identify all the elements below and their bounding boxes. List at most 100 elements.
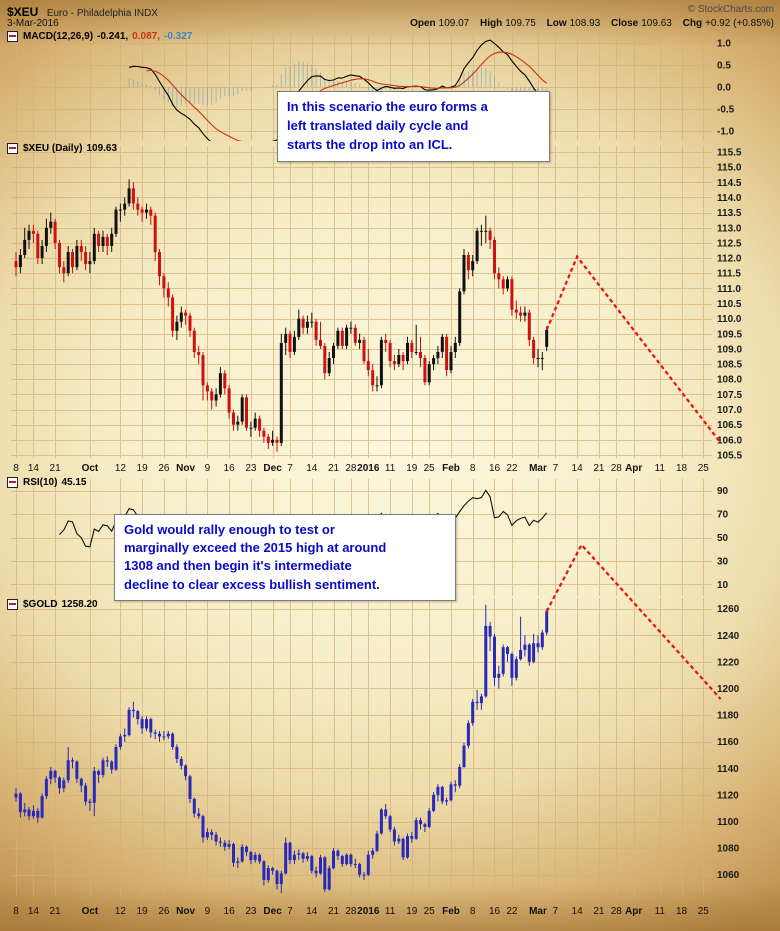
gold-legend: $GOLD 1258.20 xyxy=(7,599,98,610)
svg-text:Apr: Apr xyxy=(625,906,642,917)
xeu-legend-label: $XEU (Daily) xyxy=(23,143,83,154)
svg-text:110.5: 110.5 xyxy=(717,299,742,310)
macd-legend-icon xyxy=(7,31,18,42)
gold-y-axis: 1260 1240 1220 1200 1180 1160 1140 1120 1100 1080… xyxy=(717,604,740,881)
svg-text:113.0: 113.0 xyxy=(717,223,742,234)
xeu-candles xyxy=(14,179,549,452)
svg-text:21: 21 xyxy=(328,463,340,474)
svg-text:18: 18 xyxy=(676,463,688,474)
svg-text:107.5: 107.5 xyxy=(717,390,742,401)
svg-text:22: 22 xyxy=(506,463,518,474)
svg-text:Mar: Mar xyxy=(529,906,547,917)
svg-text:16: 16 xyxy=(224,463,236,474)
svg-text:115.5: 115.5 xyxy=(717,148,742,159)
svg-text:23: 23 xyxy=(245,463,257,474)
svg-text:7: 7 xyxy=(287,906,293,917)
svg-text:22: 22 xyxy=(506,906,518,917)
symbol-name: Euro - Philadelphia INDX xyxy=(46,8,158,19)
svg-text:21: 21 xyxy=(593,906,605,917)
svg-text:11: 11 xyxy=(655,906,666,917)
svg-text:10: 10 xyxy=(717,580,729,591)
svg-text:8: 8 xyxy=(470,906,476,917)
svg-text:2016: 2016 xyxy=(357,463,380,474)
svg-text:109.0: 109.0 xyxy=(717,345,742,356)
macd-title: MACD(12,26,9) xyxy=(23,31,94,42)
svg-text:110.0: 110.0 xyxy=(717,314,742,325)
svg-text:2016: 2016 xyxy=(357,906,380,917)
svg-text:115.0: 115.0 xyxy=(717,163,742,174)
macd-signal-value: 0.087, xyxy=(132,31,160,42)
svg-text:14: 14 xyxy=(28,906,40,917)
svg-text:19: 19 xyxy=(406,463,418,474)
xeu-legend: $XEU (Daily) 109.63 xyxy=(7,143,117,154)
svg-text:18: 18 xyxy=(676,906,688,917)
svg-text:26: 26 xyxy=(158,906,170,917)
svg-text:1060: 1060 xyxy=(717,870,740,881)
svg-text:7: 7 xyxy=(553,463,559,474)
macd-legend: MACD(12,26,9) -0.241, 0.087, -0.327 xyxy=(7,31,192,42)
svg-text:14: 14 xyxy=(306,906,318,917)
svg-text:25: 25 xyxy=(424,463,436,474)
chg-value: +0.92 (+0.85%) xyxy=(705,18,774,29)
svg-text:90: 90 xyxy=(717,486,729,497)
svg-text:21: 21 xyxy=(50,906,62,917)
svg-text:1120: 1120 xyxy=(717,790,739,801)
svg-text:Dec: Dec xyxy=(263,906,282,917)
svg-text:1100: 1100 xyxy=(717,817,739,828)
svg-text:106.5: 106.5 xyxy=(717,420,742,431)
svg-text:28: 28 xyxy=(345,463,357,474)
svg-text:1260: 1260 xyxy=(717,604,740,615)
svg-text:1160: 1160 xyxy=(717,737,739,748)
svg-text:19: 19 xyxy=(137,463,149,474)
quote-line: Open 109.07 High 109.75 Low 108.93 Close 109… xyxy=(410,18,774,29)
svg-text:1.0: 1.0 xyxy=(717,38,731,49)
svg-text:7: 7 xyxy=(553,906,559,917)
svg-text:7: 7 xyxy=(287,463,293,474)
macd-y-axis: 1.0 0.5 0.0 -0.5 -1.0 xyxy=(717,38,735,137)
svg-text:9: 9 xyxy=(205,463,211,474)
gold-legend-label: $GOLD xyxy=(23,599,58,610)
svg-text:Oct: Oct xyxy=(82,906,99,917)
svg-text:16: 16 xyxy=(489,463,501,474)
svg-text:Nov: Nov xyxy=(176,906,195,917)
x-axis-bottom-chart: 8 14 21 Oct 12 19 26 Nov 9 16 23 Dec 7 14 21 28 2016 11 19… xyxy=(13,906,709,917)
svg-text:Feb: Feb xyxy=(442,906,460,917)
chart-header: $XEU Euro - Philadelphia INDX xyxy=(7,3,158,21)
svg-text:28: 28 xyxy=(345,906,357,917)
svg-text:114.0: 114.0 xyxy=(717,193,742,204)
chart-date: 3-Mar-2016 xyxy=(7,18,59,29)
svg-text:70: 70 xyxy=(717,510,729,521)
svg-text:28: 28 xyxy=(611,463,623,474)
svg-text:111.5: 111.5 xyxy=(717,269,741,280)
copyright: © StockCharts.com xyxy=(687,4,774,15)
svg-text:107.0: 107.0 xyxy=(717,405,742,416)
svg-text:14: 14 xyxy=(28,463,40,474)
gold-projection-line xyxy=(545,542,722,700)
svg-text:1080: 1080 xyxy=(717,844,740,855)
macd-hist-value: -0.327 xyxy=(163,31,193,42)
svg-text:19: 19 xyxy=(137,906,149,917)
svg-text:8: 8 xyxy=(13,906,19,917)
svg-text:108.5: 108.5 xyxy=(717,360,742,371)
svg-text:113.5: 113.5 xyxy=(717,208,742,219)
svg-text:Mar: Mar xyxy=(529,463,547,474)
euro-annotation-box: In this scenario the euro forms a left t… xyxy=(277,91,550,162)
xeu-y-axis: 115.5 115.0 114.5 114.0 113.5 113.0 112.5 112.0… xyxy=(717,148,742,462)
svg-text:109.5: 109.5 xyxy=(717,329,742,340)
low-value: 108.93 xyxy=(569,18,601,29)
gold-legend-icon xyxy=(7,599,18,610)
svg-text:9: 9 xyxy=(205,906,211,917)
svg-text:14: 14 xyxy=(572,906,584,917)
rsi-legend-icon xyxy=(7,477,18,488)
svg-text:16: 16 xyxy=(224,906,236,917)
chg-label: Chg xyxy=(682,18,703,29)
gold-annotation-box: Gold would rally enough to test or margi… xyxy=(114,514,456,601)
close-label: Close xyxy=(611,18,639,29)
low-label: Low xyxy=(546,18,567,29)
svg-text:25: 25 xyxy=(698,463,710,474)
svg-text:8: 8 xyxy=(13,463,19,474)
svg-text:14: 14 xyxy=(572,463,584,474)
rsi-y-axis: 90 70 50 30 10 xyxy=(717,486,729,591)
svg-text:112.5: 112.5 xyxy=(717,238,742,249)
